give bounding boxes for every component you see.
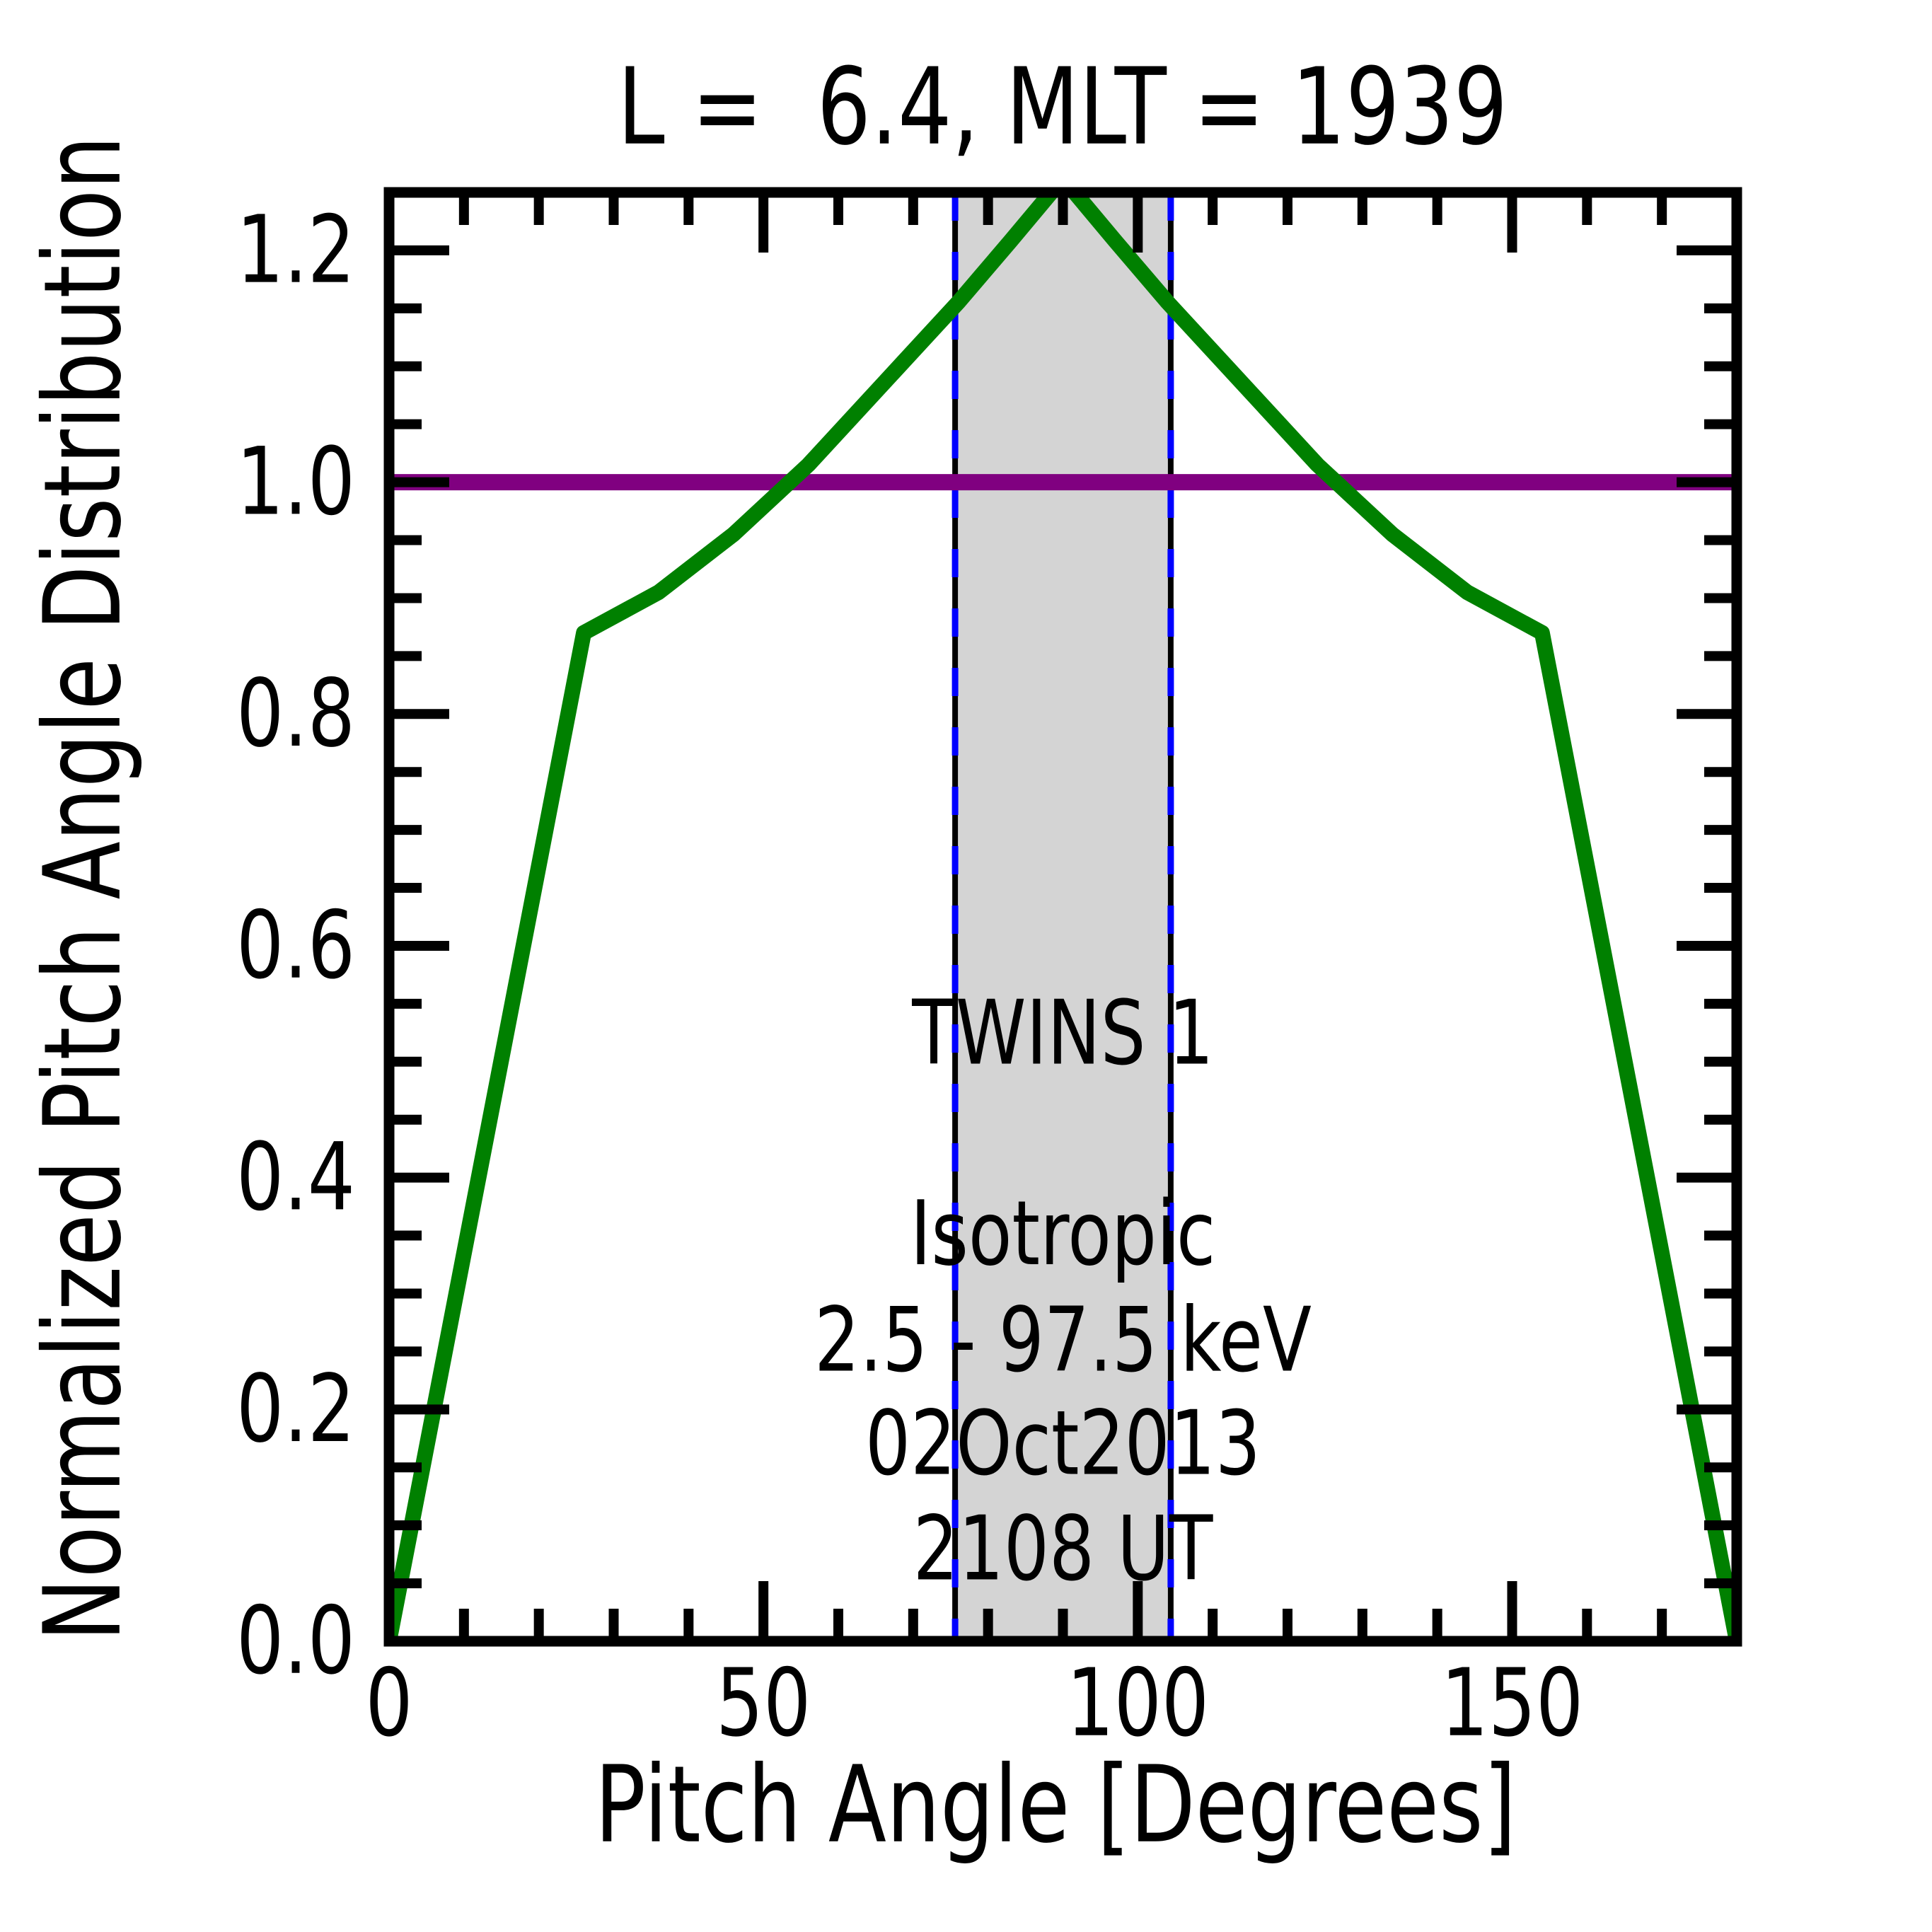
y-tick-label-group: 0.0 (236, 1587, 355, 1696)
x-axis-label-group: Pitch Angle [Degrees] (595, 1744, 1517, 1867)
twins1-curve (389, 192, 1737, 1641)
title-group: L = 6.4, MLT = 1939 (618, 46, 1508, 169)
y-tick-label: 0.0 (236, 1587, 355, 1696)
y-tick-label: 1.2 (236, 196, 355, 304)
y-tick-label: 0.8 (236, 660, 355, 768)
annotation-text: TWINS 1 (911, 981, 1213, 1084)
x-tick-label: 50 (716, 1649, 811, 1758)
y-tick-label-group: 0.2 (236, 1355, 355, 1464)
annotation-group: Isotropic (910, 1181, 1216, 1285)
plot-data-layer (389, 192, 1737, 1641)
shaded-band (955, 192, 1171, 1641)
plot-box-spines (383, 187, 1742, 1647)
y-axis-label-group: Normalized Pitch Angle Distribution (22, 136, 145, 1642)
y-tick-label: 0.6 (236, 891, 355, 1000)
x-tick-label: 0 (365, 1649, 412, 1758)
y-tick-label-group: 1.2 (236, 196, 355, 304)
annotation-group: 02Oct2013 (865, 1391, 1261, 1495)
annotation-group: 2.5 - 97.5 keV (814, 1288, 1312, 1392)
x-tick-label-group: 100 (1067, 1649, 1210, 1758)
y-tick-label: 0.2 (236, 1355, 355, 1464)
y-tick-label-group: 0.8 (236, 660, 355, 768)
y-tick-label-group: 0.4 (236, 1123, 355, 1232)
x-tick-label-group: 50 (716, 1649, 811, 1758)
x-tick-label-group: 0 (365, 1649, 412, 1758)
annotation-text: 2108 UT (913, 1496, 1214, 1600)
y-tick-label: 0.4 (236, 1123, 355, 1232)
annotation-text: Isotropic (910, 1181, 1216, 1285)
axes-layer (383, 187, 1742, 1647)
y-tick-label-group: 1.0 (236, 428, 355, 536)
y-axis-label: Normalized Pitch Angle Distribution (22, 136, 145, 1642)
chart-title: L = 6.4, MLT = 1939 (618, 46, 1508, 169)
x-tick-label: 100 (1067, 1649, 1210, 1758)
annotation-text: 02Oct2013 (865, 1391, 1261, 1495)
annotation-group: TWINS 1 (911, 981, 1213, 1084)
labels-layer: 0 50 100 150 0.0 0.2 0.4 0.6 0.8 1.0 1.2 TWINS 1 Iso… (236, 196, 1583, 1758)
annotation-text: 2.5 - 97.5 keV (814, 1288, 1312, 1392)
x-axis-label: Pitch Angle [Degrees] (595, 1744, 1517, 1867)
y-tick-label: 1.0 (236, 428, 355, 536)
y-tick-label-group: 0.6 (236, 891, 355, 1000)
x-tick-label: 150 (1441, 1649, 1584, 1758)
x-tick-label-group: 150 (1441, 1649, 1584, 1758)
annotation-group: 2108 UT (913, 1496, 1214, 1600)
